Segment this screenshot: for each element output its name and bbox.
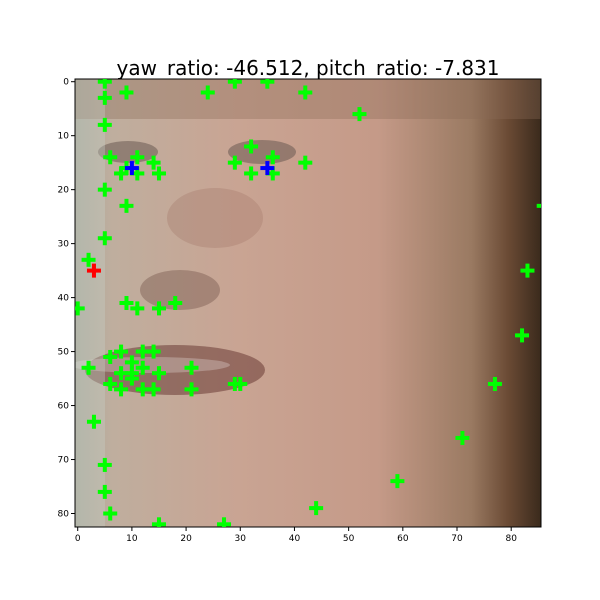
x-tick-label: 10 — [126, 534, 138, 544]
landmark-point — [124, 161, 139, 176]
landmark-point — [455, 430, 470, 445]
landmark-point — [168, 296, 183, 310]
background-image — [75, 79, 541, 527]
landmark-point — [244, 139, 259, 154]
x-tick-label: 0 — [75, 534, 81, 544]
landmark-point — [520, 263, 535, 278]
landmark-point — [298, 155, 313, 170]
landmark-point — [184, 360, 199, 375]
x-tick-label: 20 — [180, 534, 192, 544]
landmark-point — [97, 484, 112, 499]
x-tick-label: 40 — [289, 534, 301, 544]
x-tick-label: 30 — [235, 534, 247, 544]
landmark-point — [119, 85, 134, 100]
landmark-point — [151, 366, 166, 381]
landmark-point — [86, 263, 101, 278]
landmark-point — [124, 371, 139, 386]
landmark-point — [97, 90, 112, 105]
landmark-point — [119, 198, 134, 213]
y-tick-label: 0 — [63, 78, 69, 88]
landmark-point — [265, 166, 280, 181]
landmark-point — [103, 349, 118, 364]
landmark-point — [146, 344, 161, 359]
landmark-point — [390, 474, 405, 489]
landmark-point — [103, 506, 118, 521]
landmark-point — [97, 117, 112, 132]
x-axis-ticks: 0 10 20 30 40 50 60 70 80 — [75, 527, 517, 544]
landmark-point — [114, 166, 129, 181]
landmark-point — [146, 155, 161, 170]
y-tick-label: 50 — [58, 348, 70, 358]
landmark-point — [515, 328, 530, 343]
landmark-point — [114, 366, 129, 381]
landmark-point — [124, 355, 139, 370]
landmark-point — [103, 150, 118, 165]
landmark-point — [151, 517, 166, 527]
landmark-point — [81, 360, 96, 375]
y-axis-ticks: 0 10 20 30 40 50 60 70 80 — [58, 78, 75, 520]
landmark-point — [352, 107, 367, 122]
landmark-point — [227, 155, 242, 170]
landmark-point — [130, 166, 145, 181]
chart-title: yaw_ratio: -46.512, pitch_ratio: -7.831 — [116, 56, 499, 80]
landmark-point — [86, 414, 101, 429]
landmark-point — [260, 79, 275, 89]
landmark-point — [135, 382, 150, 397]
axes-area: 0 10 20 30 40 50 60 70 80 0 10 20 30 40 50 60 70 80 — [58, 78, 542, 544]
landmark-point — [487, 376, 502, 391]
landmark-point — [135, 344, 150, 359]
landmark-point — [97, 457, 112, 472]
y-tick-label: 60 — [58, 402, 70, 412]
y-tick-label: 80 — [58, 510, 70, 520]
landmark-point — [75, 301, 85, 316]
landmark-point — [184, 382, 199, 397]
landmark-point — [119, 296, 134, 310]
landmark-point — [97, 182, 112, 197]
x-tick-label: 70 — [451, 534, 463, 544]
landmark-points — [75, 79, 541, 527]
y-tick-label: 40 — [58, 294, 70, 304]
landmark-point — [151, 301, 166, 316]
landmark-point — [233, 376, 248, 391]
landmark-point — [146, 382, 161, 397]
landmark-point — [265, 150, 280, 165]
landmark-point — [536, 203, 541, 208]
landmark-point — [97, 79, 112, 89]
landmark-point — [135, 360, 150, 375]
landmark-point — [81, 252, 96, 267]
landmark-point — [130, 301, 145, 316]
landmark-point — [103, 376, 118, 391]
y-tick-label: 70 — [58, 456, 70, 466]
landmark-point — [244, 166, 259, 181]
landmark-point — [227, 79, 242, 89]
landmark-point — [217, 517, 232, 527]
landmark-point — [97, 231, 112, 246]
landmark-point — [200, 85, 215, 100]
landmark-point — [309, 501, 324, 516]
landmark-point — [130, 150, 145, 165]
landmark-point — [114, 382, 129, 397]
axes-frame — [74, 78, 542, 528]
y-tick-label: 10 — [58, 132, 70, 142]
y-tick-label: 30 — [58, 240, 70, 250]
x-tick-label: 50 — [343, 534, 355, 544]
landmark-point — [260, 161, 275, 176]
landmark-point — [298, 85, 313, 100]
landmark-point — [151, 166, 166, 181]
y-tick-label: 20 — [58, 186, 70, 196]
x-tick-label: 60 — [397, 534, 409, 544]
x-tick-label: 80 — [505, 534, 517, 544]
landmark-point — [114, 344, 129, 359]
